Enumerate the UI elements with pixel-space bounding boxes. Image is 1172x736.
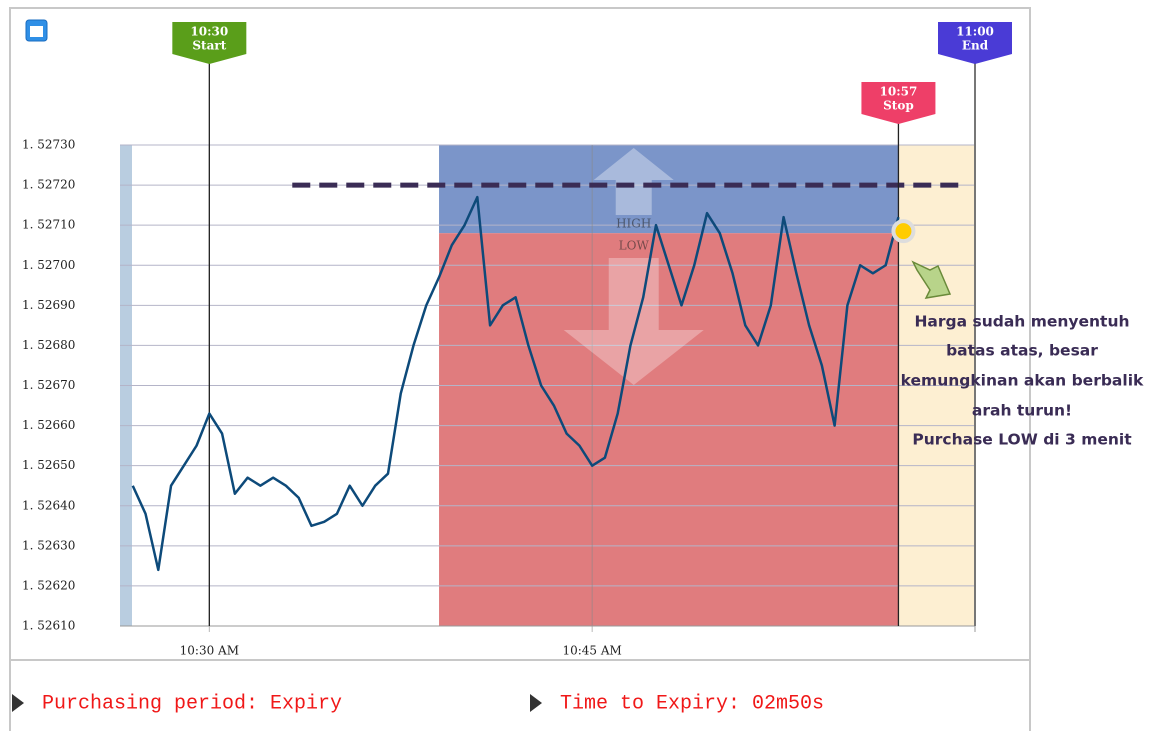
low-zone	[439, 233, 899, 626]
marker-time: 11:00	[956, 25, 994, 39]
y-tick-label: 1. 52650	[22, 458, 75, 472]
low-label: LOW	[619, 239, 650, 253]
marker-time: 10:57	[880, 85, 918, 99]
y-tick-label: 1. 52720	[22, 178, 75, 192]
high-arrow	[593, 148, 674, 215]
y-tick-label: 1. 52680	[22, 338, 75, 352]
price-line	[131, 195, 900, 572]
purchasing-period: Purchasing period: Expiry	[42, 692, 342, 715]
annotation-line: Harga sudah menyentuh	[914, 313, 1129, 331]
marker-name: Stop	[883, 99, 914, 113]
annotation-line: Purchase LOW di 3 menit	[912, 431, 1132, 449]
high-zone	[439, 145, 899, 234]
low-arrow	[563, 258, 704, 385]
footer-bullet	[12, 694, 24, 712]
annotation-arrow	[911, 260, 952, 299]
time-to-expiry: Time to Expiry: 02m50s	[560, 692, 824, 715]
y-tick-label: 1. 52700	[22, 258, 75, 272]
annotation-line: arah turun!	[972, 402, 1072, 420]
x-tick-label: 10:30 AM	[180, 644, 239, 658]
high-label: HIGH	[616, 217, 651, 231]
annotation-line: kemungkinan akan berbalik	[901, 372, 1144, 390]
y-tick-label: 1. 52690	[22, 298, 75, 312]
footer-bullet	[530, 694, 542, 712]
y-tick-label: 1. 52660	[22, 418, 75, 432]
marker-name: Start	[192, 39, 226, 53]
y-tick-label: 1. 52630	[22, 538, 75, 552]
window-icon[interactable]	[25, 19, 48, 42]
y-tick-label: 1. 52610	[22, 619, 75, 633]
annotation-line: batas atas, besar	[946, 342, 1098, 360]
marker-flag	[938, 22, 1012, 64]
y-tick-label: 1. 52640	[22, 498, 75, 512]
marker-flag	[172, 22, 247, 64]
y-tick-label: 1. 52670	[22, 378, 75, 392]
y-tick-label: 1. 52620	[22, 578, 75, 592]
last-price-dot	[891, 219, 916, 244]
y-tick-label: 1. 52710	[22, 218, 75, 232]
y-tick-label: 1. 52730	[22, 138, 75, 152]
marker-time: 10:30	[190, 25, 228, 39]
x-tick-label: 10:45 AM	[562, 644, 621, 658]
marker-flag	[861, 82, 936, 124]
marker-name: End	[962, 39, 989, 53]
